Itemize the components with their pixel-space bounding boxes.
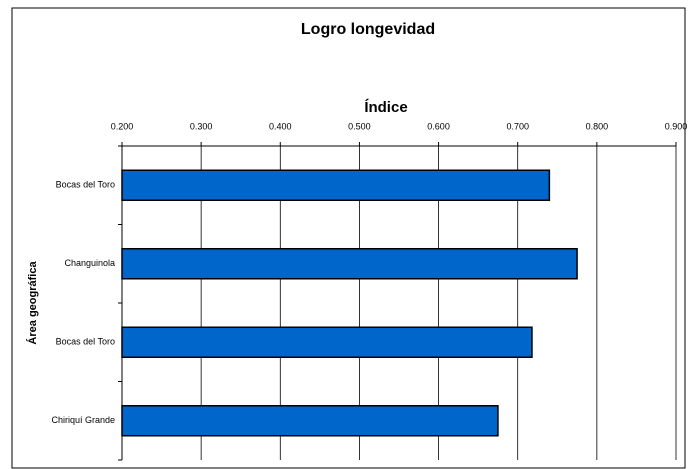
x-tick-label: 0.400 xyxy=(269,121,292,131)
y-tick-label: Bocas del Toro xyxy=(56,337,115,347)
x-tick-label: 0.800 xyxy=(586,121,609,131)
bar xyxy=(121,169,551,201)
x-tick-label: 0.300 xyxy=(190,121,213,131)
chart-frame xyxy=(11,7,686,469)
bar xyxy=(121,248,578,280)
chart-title: Logro longevidad xyxy=(301,21,435,38)
y-tick-label: Bocas del Toro xyxy=(56,180,115,190)
bar xyxy=(121,326,533,358)
x-tick-label: 0.500 xyxy=(348,121,371,131)
y-tick-label: Changuinola xyxy=(64,258,115,268)
x-tick-label: 0.200 xyxy=(111,121,134,131)
y-tick-label: Chiriquí Grande xyxy=(51,415,115,425)
x-tick-label: 0.700 xyxy=(506,121,529,131)
x-tick-label: 0.900 xyxy=(665,121,688,131)
x-tick-label: 0.600 xyxy=(427,121,450,131)
x-axis-label: Índice xyxy=(364,99,407,116)
y-axis-label: Área geográfica xyxy=(26,261,39,345)
bar xyxy=(121,405,499,437)
